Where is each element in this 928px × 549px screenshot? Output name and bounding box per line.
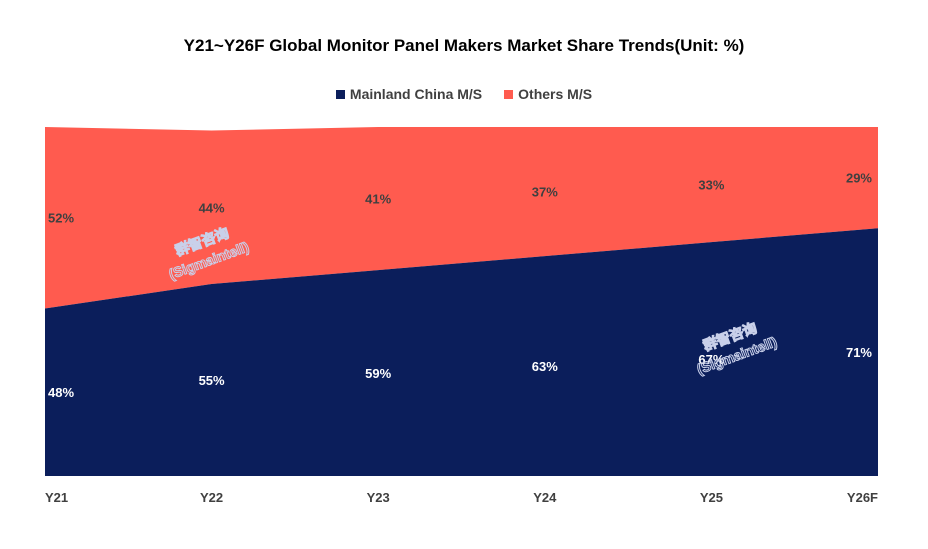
data-label-mainland-china: 63% (532, 359, 558, 374)
data-label-others: 29% (846, 171, 872, 186)
legend-swatch-others (504, 89, 514, 99)
data-label-mainland-china: 55% (199, 373, 225, 388)
x-tick-label: Y23 (367, 490, 390, 505)
data-label-others: 52% (48, 211, 74, 226)
x-tick-label: Y25 (700, 490, 723, 505)
x-tick-label: Y21 (45, 490, 68, 505)
x-tick-label: Y22 (200, 490, 223, 505)
x-tick-label: Y24 (533, 490, 557, 505)
data-label-mainland-china: 71% (846, 345, 872, 360)
data-label-others: 41% (365, 192, 391, 207)
legend-swatch-mainland-china (335, 89, 345, 99)
legend-item-mainland-china: Mainland China M/S (335, 86, 483, 102)
data-label-others: 33% (698, 178, 724, 193)
legend-item-others: Others M/S (504, 86, 592, 102)
legend: Mainland China M/S Others M/S (0, 86, 928, 102)
data-label-others: 44% (199, 200, 225, 215)
data-label-mainland-china: 59% (365, 366, 391, 381)
legend-label-mainland-china: Mainland China M/S (349, 86, 483, 102)
chart-title: Y21~Y26F Global Monitor Panel Makers Mar… (183, 36, 745, 55)
x-tick-label: Y26F (847, 490, 878, 505)
data-label-others: 37% (532, 185, 558, 200)
area-mainland-china (45, 228, 878, 476)
data-label-mainland-china: 48% (48, 385, 74, 400)
data-label-mainland-china: 67% (698, 352, 724, 367)
area-others (45, 127, 878, 309)
legend-label-others: Others M/S (518, 86, 593, 102)
